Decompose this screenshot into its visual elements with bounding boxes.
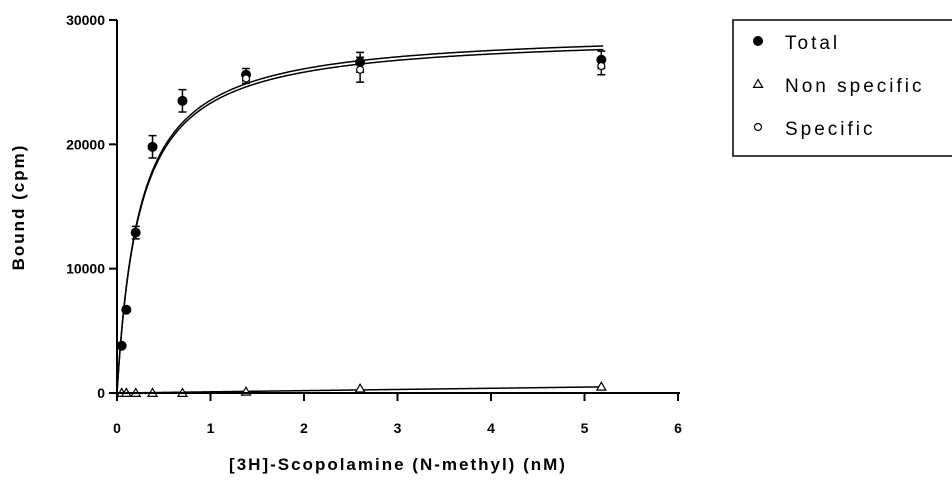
x-tick-label-3: 3 <box>394 420 402 436</box>
y-tick-label-2: 20000 <box>66 136 105 152</box>
fit-curves <box>116 45 604 394</box>
x-axis-title: [3H]-Scopolamine (N-methyl) (nM) <box>229 455 567 474</box>
point-specific-1 <box>356 65 365 74</box>
point-total-3 <box>147 141 158 152</box>
x-tick-label-4: 4 <box>487 420 495 436</box>
legend-label-non-specific: Non specific <box>785 76 925 97</box>
error-bars <box>131 50 606 240</box>
data-points <box>116 54 607 397</box>
point-specific-2 <box>597 61 606 71</box>
point-specific-0 <box>241 74 251 83</box>
legend-label-total: Total <box>785 33 840 54</box>
y-tick-label-3: 30000 <box>66 12 105 28</box>
legend-label-specific: Specific <box>785 119 876 140</box>
y-tick-label-1: 10000 <box>66 261 105 277</box>
legend-marker-non-specific <box>752 78 764 88</box>
legend-marker-specific <box>753 122 763 132</box>
axes <box>116 20 680 394</box>
fit-curve-specific <box>116 48 604 394</box>
point-total-2 <box>130 227 141 238</box>
x-tick-label-1: 1 <box>207 420 215 436</box>
point-total-1 <box>121 304 132 315</box>
legend: Total Non specific Specific <box>732 19 952 157</box>
point-total-0 <box>116 340 127 351</box>
fit-curve-total <box>116 45 604 394</box>
legend-box <box>732 19 952 157</box>
point-total-4 <box>177 95 188 106</box>
y-tick-label-0: 0 <box>97 385 105 401</box>
y-axis-title: Bound (cpm) <box>9 144 28 271</box>
point-total-6 <box>355 57 366 68</box>
point-non-specific-7 <box>595 381 607 391</box>
x-tick-label-2: 2 <box>300 420 308 436</box>
ticks: 0 1 2 3 4 5 6 0 10000 20000 30000 <box>66 12 682 436</box>
legend-marker-total <box>753 36 763 46</box>
point-non-specific-6 <box>354 382 366 393</box>
x-tick-label-0: 0 <box>113 420 121 436</box>
x-tick-label-5: 5 <box>581 420 589 436</box>
x-tick-label-6: 6 <box>674 420 682 436</box>
